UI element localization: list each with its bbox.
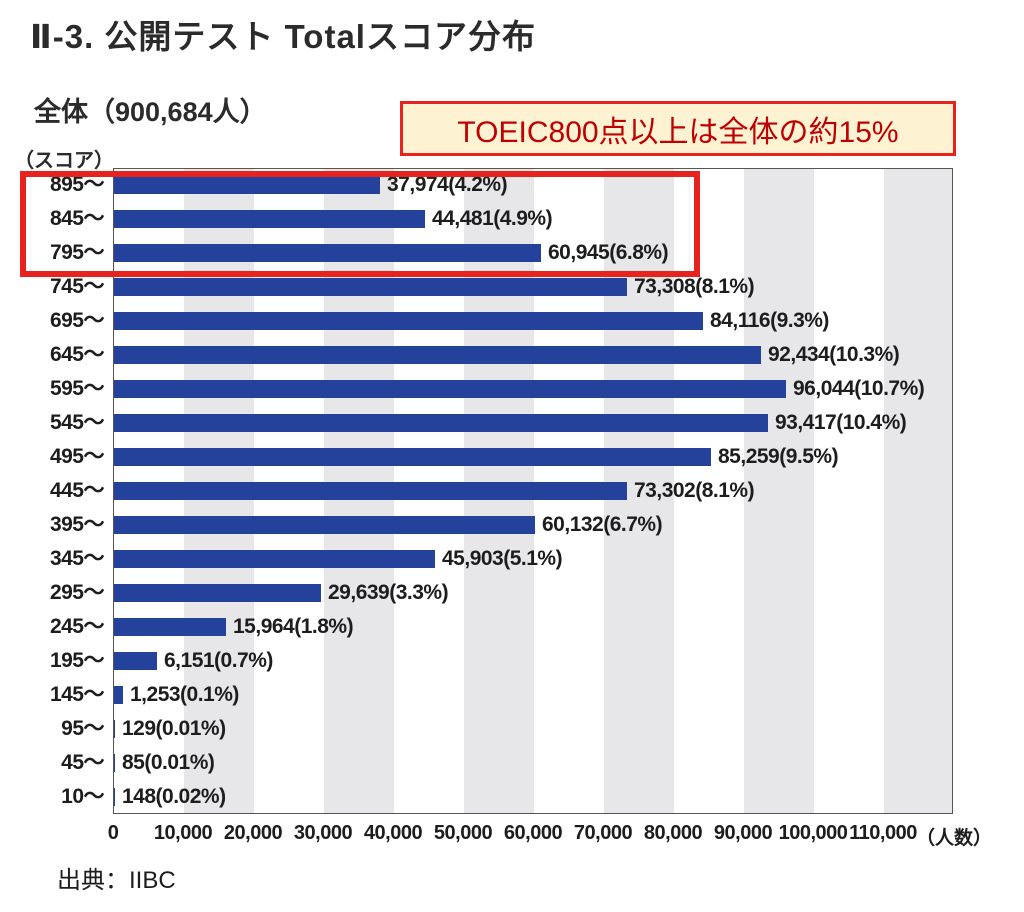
category-label: 695～ bbox=[49, 309, 105, 332]
category-label: 845～ bbox=[49, 207, 105, 230]
category-label: 395～ bbox=[49, 513, 105, 536]
x-axis-unit-label: （人数） bbox=[916, 828, 993, 849]
value-label: 92,434(10.3%) bbox=[768, 343, 900, 366]
bar bbox=[114, 380, 786, 398]
x-tick-label: 0 bbox=[107, 822, 119, 844]
category-label: 645～ bbox=[49, 343, 105, 366]
category-label: 595～ bbox=[49, 377, 105, 400]
value-label: 37,974(4.2%) bbox=[387, 173, 508, 196]
x-axis: （人数） 0 10,000 20,000 30,000 40,000 50,000 60,0… bbox=[0, 822, 1024, 852]
category-label: 295～ bbox=[49, 581, 105, 604]
value-label: 15,964(1.8%) bbox=[233, 615, 354, 638]
bar-row: 845～ 44,481(4.9%) bbox=[0, 202, 1024, 236]
bar bbox=[114, 618, 226, 636]
x-tick-label: 60,000 bbox=[503, 822, 563, 844]
value-label: 73,302(8.1%) bbox=[634, 479, 755, 502]
bar bbox=[114, 550, 435, 568]
bar-row: 745～ 73,308(8.1%) bbox=[0, 270, 1024, 304]
source-credit: 出典：IIBC bbox=[57, 867, 176, 894]
bar-row: 645～ 92,434(10.3%) bbox=[0, 338, 1024, 372]
x-tick-label: 40,000 bbox=[363, 822, 423, 844]
category-label: 795～ bbox=[49, 241, 105, 264]
bar-row: 10～ 148(0.02%) bbox=[0, 780, 1024, 814]
bar bbox=[114, 448, 711, 466]
value-label: 84,116(9.3%) bbox=[710, 309, 829, 332]
category-label: 10～ bbox=[61, 785, 104, 808]
bar bbox=[114, 584, 321, 602]
category-label: 345～ bbox=[49, 547, 105, 570]
bar bbox=[114, 278, 627, 296]
value-label: 29,639(3.3%) bbox=[328, 581, 449, 604]
category-label: 445～ bbox=[49, 479, 105, 502]
bar bbox=[114, 516, 535, 534]
bar-row: 195～ 6,151(0.7%) bbox=[0, 644, 1024, 678]
x-tick-label: 50,000 bbox=[433, 822, 493, 844]
bar-row: 595～ 96,044(10.7%) bbox=[0, 372, 1024, 406]
value-label: 44,481(4.9%) bbox=[432, 207, 553, 230]
bar bbox=[114, 686, 123, 704]
x-tick-label: 110,000 bbox=[849, 822, 917, 844]
bar-row: 695～ 84,116(9.3%) bbox=[0, 304, 1024, 338]
bar-row: 495～ 85,259(9.5%) bbox=[0, 440, 1024, 474]
bar bbox=[114, 720, 115, 738]
x-tick-label: 30,000 bbox=[293, 822, 353, 844]
value-label: 96,044(10.7%) bbox=[793, 377, 925, 400]
value-label: 129(0.01%) bbox=[122, 717, 226, 740]
value-label: 45,903(5.1%) bbox=[442, 547, 563, 570]
page-title: Ⅱ-3. 公開テスト Totalスコア分布 bbox=[30, 18, 536, 55]
y-axis-label: （スコア） bbox=[14, 150, 114, 172]
x-tick-label: 10,000 bbox=[153, 822, 213, 844]
bar bbox=[114, 414, 768, 432]
bar-row: 795～ 60,945(6.8%) bbox=[0, 236, 1024, 270]
bar bbox=[114, 788, 115, 806]
bar-row: 245～ 15,964(1.8%) bbox=[0, 610, 1024, 644]
category-label: 895～ bbox=[49, 173, 105, 196]
bar bbox=[114, 346, 761, 364]
x-tick-label: 70,000 bbox=[573, 822, 633, 844]
category-label: 495～ bbox=[49, 445, 105, 468]
bar-row: 95～ 129(0.01%) bbox=[0, 712, 1024, 746]
category-label: 545～ bbox=[49, 411, 105, 434]
bar-rows-container: 895～ 37,974(4.2%) 845～ 44,481(4.9%) 795～ 60,9… bbox=[0, 168, 1024, 814]
value-label: 93,417(10.4%) bbox=[775, 411, 907, 434]
annotation-callout: TOEIC800点以上は全体の約15% bbox=[400, 101, 956, 156]
x-tick-label: 20,000 bbox=[223, 822, 283, 844]
bar bbox=[114, 176, 380, 194]
annotation-text: TOEIC800点以上は全体の約15% bbox=[457, 115, 899, 149]
value-label: 85,259(9.5%) bbox=[718, 445, 839, 468]
value-label: 60,132(6.7%) bbox=[542, 513, 663, 536]
chart-subtitle-total: 全体（900,684人） bbox=[34, 97, 267, 127]
bar-row: 345～ 45,903(5.1%) bbox=[0, 542, 1024, 576]
bar-row: 545～ 93,417(10.4%) bbox=[0, 406, 1024, 440]
bar bbox=[114, 652, 157, 670]
category-label: 745～ bbox=[49, 275, 105, 298]
category-label: 245～ bbox=[49, 615, 105, 638]
value-label: 60,945(6.8%) bbox=[548, 241, 669, 264]
bar bbox=[114, 482, 627, 500]
value-label: 73,308(8.1%) bbox=[634, 275, 755, 298]
value-label: 148(0.02%) bbox=[122, 785, 226, 808]
bar bbox=[114, 754, 115, 772]
value-label: 1,253(0.1%) bbox=[130, 683, 239, 706]
bar bbox=[114, 210, 425, 228]
bar-row: 895～ 37,974(4.2%) bbox=[0, 168, 1024, 202]
x-tick-label: 80,000 bbox=[643, 822, 703, 844]
category-label: 45～ bbox=[61, 751, 104, 774]
bar-row: 145～ 1,253(0.1%) bbox=[0, 678, 1024, 712]
bar-row: 445～ 73,302(8.1%) bbox=[0, 474, 1024, 508]
category-label: 195～ bbox=[49, 649, 105, 672]
value-label: 6,151(0.7%) bbox=[164, 649, 273, 672]
category-label: 145～ bbox=[49, 683, 105, 706]
x-tick-label: 100,000 bbox=[778, 822, 848, 844]
bar bbox=[114, 312, 703, 330]
x-tick-label: 90,000 bbox=[713, 822, 773, 844]
category-label: 95～ bbox=[61, 717, 104, 740]
bar-row: 45～ 85(0.01%) bbox=[0, 746, 1024, 780]
bar-row: 295～ 29,639(3.3%) bbox=[0, 576, 1024, 610]
bar-row: 395～ 60,132(6.7%) bbox=[0, 508, 1024, 542]
bar bbox=[114, 244, 541, 262]
value-label: 85(0.01%) bbox=[122, 751, 215, 774]
